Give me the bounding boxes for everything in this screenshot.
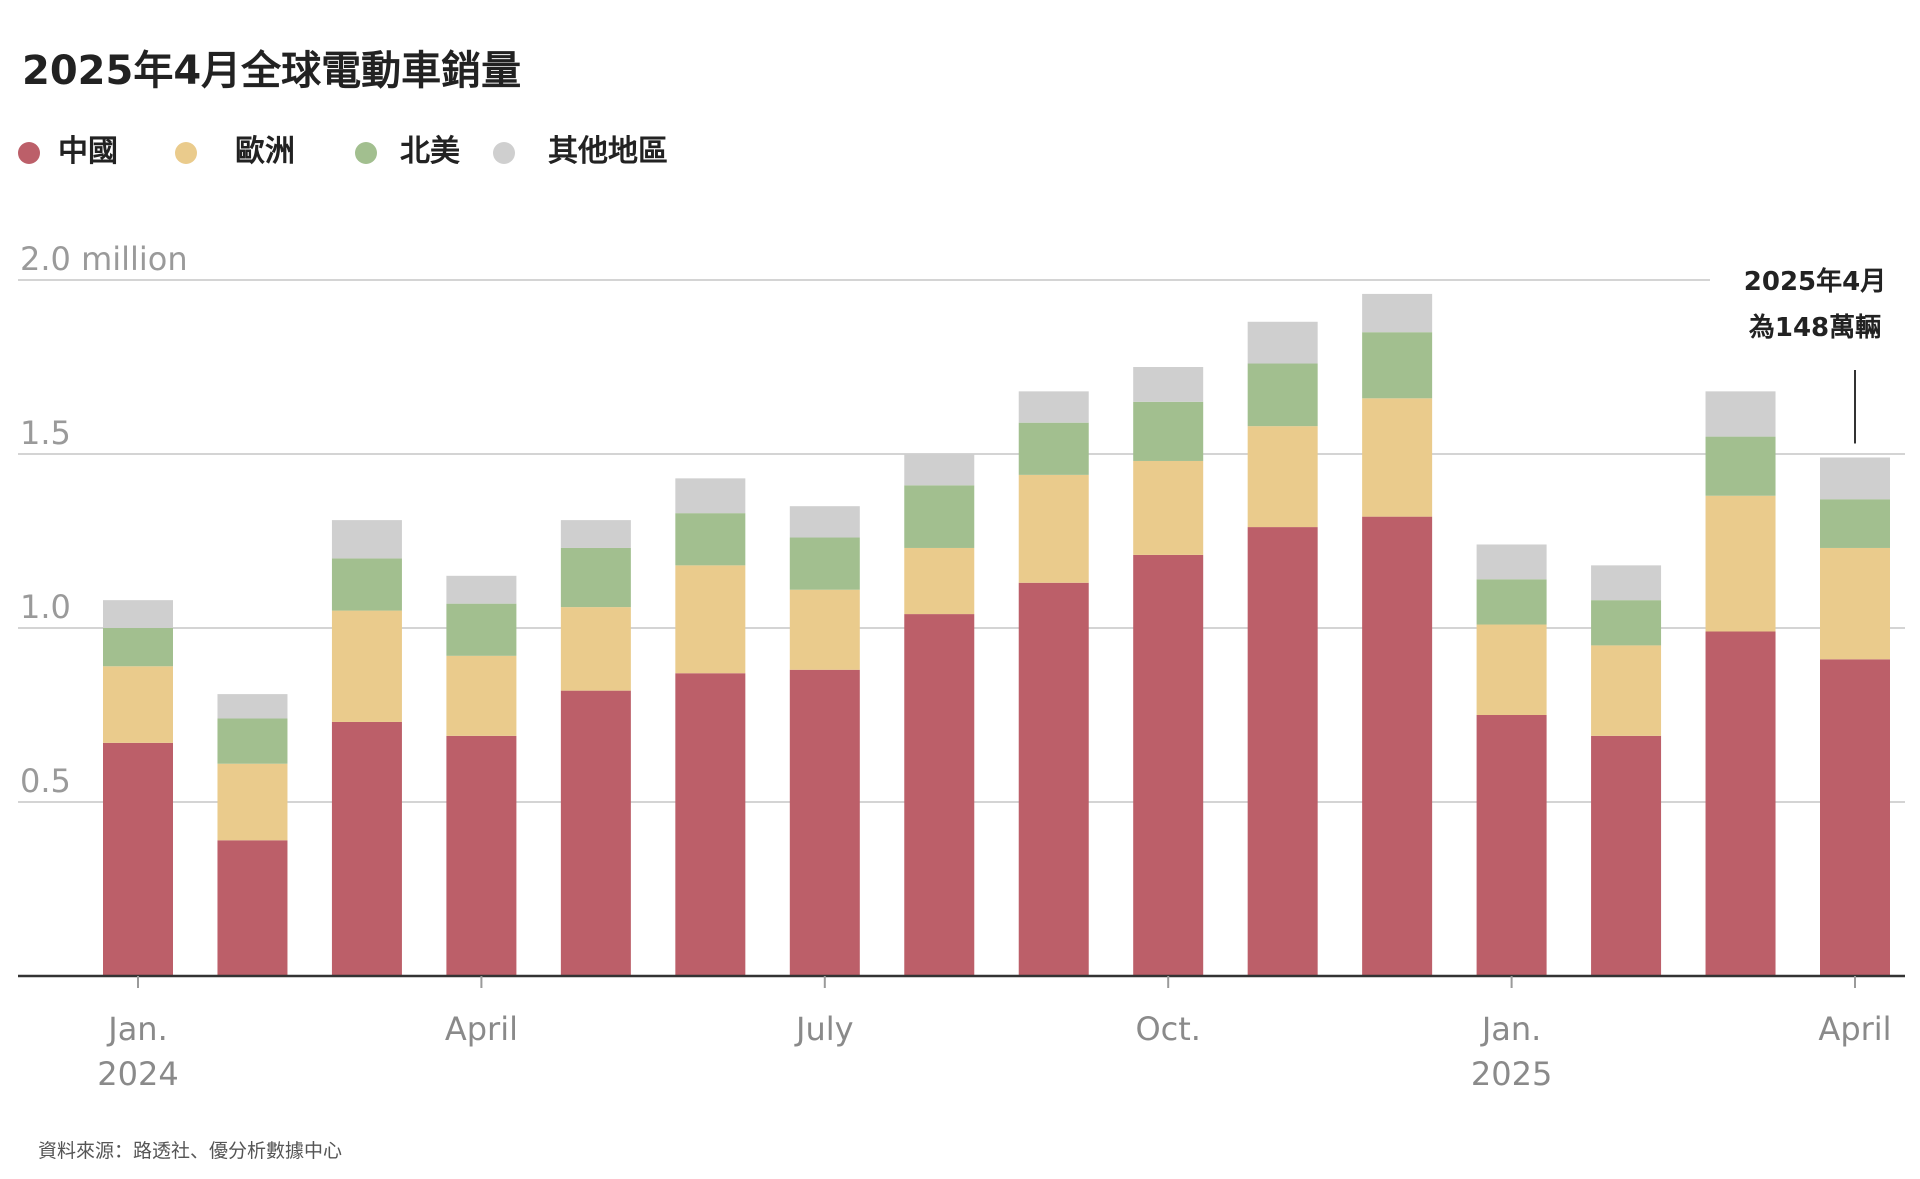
bar-segment [789,537,860,590]
x-tick-label: July [794,1010,854,1048]
bar-segment [217,694,288,719]
legend-swatch-china [18,142,40,164]
bar-segment [1820,547,1890,660]
bar-segment [1705,631,1776,976]
bar-segment [1476,624,1547,715]
bar-segment [789,506,860,538]
bar-segment [675,565,746,674]
bar-segment [1362,398,1433,517]
bar-segment [560,520,631,548]
bar-segment [1476,579,1547,625]
bar-segment [1591,600,1662,646]
bar-segment [1247,527,1318,976]
bar-segment [103,742,173,976]
x-tick-label: Jan. [1480,1010,1542,1048]
bar-segment [1476,715,1547,976]
bar-segment [217,840,288,976]
bar-segment [904,454,975,486]
bar-segment [331,721,402,976]
bar-segment [1018,391,1089,423]
y-tick-label: 0.5 [20,762,71,800]
bar-segment [331,558,402,611]
bars [103,293,1890,976]
source-note: 資料來源：路透社、優分析數據中心 [38,1140,343,1162]
bar-segment [103,666,173,743]
chart-title: 2025年4月全球電動車銷量 [22,48,522,94]
legend-label-europe: 歐洲 [235,134,295,169]
bar-segment [1133,401,1204,461]
y-tick-label: 1.0 [20,588,71,626]
bar-segment [789,669,860,976]
bar-segment [1362,293,1433,333]
bar-segment [1133,460,1204,555]
annotation-background [1710,255,1920,355]
bar-segment [1247,426,1318,528]
bar-segment [1705,495,1776,632]
bar-segment [560,547,631,608]
bar-segment [560,607,631,691]
x-tick-year-label: 2024 [97,1055,178,1093]
bar-segment [675,478,746,514]
y-tick-label: 2.0 million [20,240,188,278]
bar-segment [1591,645,1662,736]
y-tick-label: 1.5 [20,414,71,452]
bar-segment [1362,332,1433,399]
x-axis: Jan. 2024 April July Oct. Jan. 2025 April [18,974,1905,1093]
annotation-line-1: 2025年4月 [1744,266,1886,297]
bar-segment [446,575,517,604]
bar-segment [1247,321,1318,364]
bar-segment [904,614,975,976]
bar-segment [904,547,975,615]
bar-segment [1705,436,1776,496]
x-tick-label: Jan. [106,1010,168,1048]
legend-swatch-other [493,142,515,164]
legend-swatch-north-america [355,142,377,164]
bar-segment [103,628,173,667]
annotation: 2025年4月 為148萬輛 [1710,255,1920,444]
x-tick-label: April [1818,1010,1891,1048]
bar-segment [103,600,173,628]
bar-segment [446,735,517,976]
annotation-line-2: 為148萬輛 [1749,313,1881,343]
bar-segment [446,603,517,656]
bar-segment [1591,565,1662,601]
bar-segment [560,690,631,976]
bar-segment [1705,391,1776,437]
bar-segment [675,513,746,566]
bar-segment [1133,367,1204,402]
bar-segment [1591,735,1662,976]
bar-segment [1820,499,1890,548]
bar-segment [1247,363,1318,427]
bar-segment [331,610,402,722]
x-tick-label: Oct. [1135,1010,1201,1048]
bar-segment [1133,554,1204,976]
bar-segment [904,485,975,548]
legend-label-other: 其他地區 [548,134,668,169]
bar-segment [789,589,860,670]
bar-segment [1018,422,1089,475]
bar-segment [446,655,517,736]
x-tick-year-label: 2025 [1471,1055,1552,1093]
bar-segment [1476,544,1547,580]
bar-segment [1018,474,1089,583]
x-tick-label: April [445,1010,518,1048]
bar-segment [1820,659,1890,976]
bar-segment [217,763,288,841]
y-axis-labels: 0.5 1.0 1.5 2.0 million [20,240,188,800]
legend-label-north-america: 北美 [400,134,460,169]
bar-segment [331,520,402,559]
bar-segment [217,718,288,764]
bar-segment [675,673,746,976]
legend-swatch-europe [175,142,197,164]
legend-label-china: 中國 [58,134,118,169]
bar-segment [1820,457,1890,500]
bar-segment [1362,516,1433,976]
bar-segment [1018,582,1089,976]
